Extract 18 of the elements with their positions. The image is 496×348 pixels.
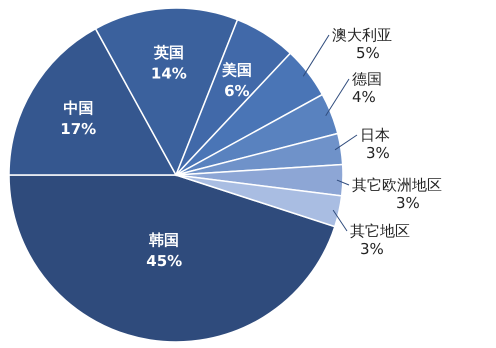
data-label: 3% xyxy=(366,144,390,162)
data-label: 5% xyxy=(356,44,380,62)
data-label: 3% xyxy=(396,194,420,212)
data-label: 17% xyxy=(60,120,96,138)
slice-label: 英国 xyxy=(152,44,184,62)
data-label: 3% xyxy=(360,240,384,258)
slice-label: 其它地区 xyxy=(350,222,410,240)
data-label: 4% xyxy=(352,88,376,106)
slice-label: 韩国 xyxy=(148,231,180,250)
slice-label: 其它欧洲地区 xyxy=(352,176,442,194)
slice-label: 中国 xyxy=(63,99,94,118)
slice-label: 日本 xyxy=(360,126,390,144)
data-label: 45% xyxy=(146,252,182,270)
slice-label: 澳大利亚 xyxy=(332,26,392,44)
slice-label: 德国 xyxy=(352,70,382,88)
data-label: 14% xyxy=(150,64,187,83)
slice-label: 美国 xyxy=(220,61,252,80)
data-label: 6% xyxy=(224,82,250,100)
